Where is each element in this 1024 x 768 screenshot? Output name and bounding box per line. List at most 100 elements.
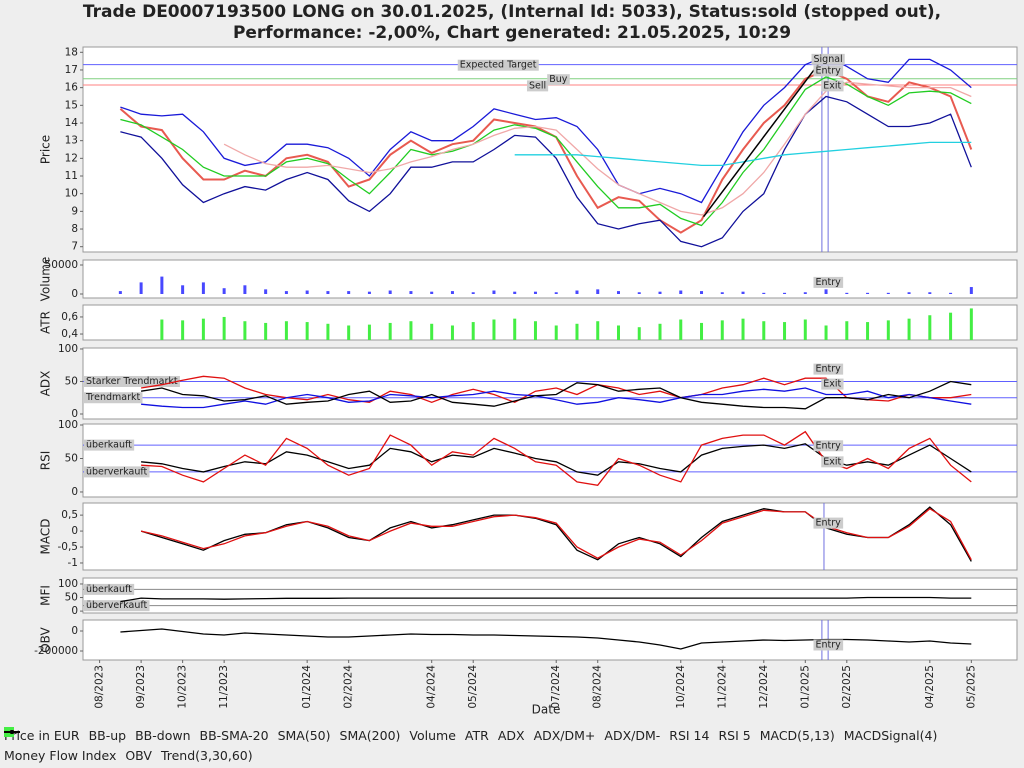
- bar: [928, 292, 932, 294]
- bar: [409, 321, 413, 340]
- bar: [264, 322, 268, 340]
- annotation: Signal: [814, 54, 843, 65]
- chart: Trade DE0007193500 LONG on 30.01.2025, (…: [34, 2, 1018, 717]
- bar: [160, 276, 164, 294]
- bar: [845, 321, 849, 340]
- annotation: Exit: [823, 80, 841, 91]
- legend-item: BB-up: [4, 727, 127, 744]
- bar: [803, 319, 807, 340]
- y-tick-label: 50: [65, 592, 78, 604]
- y-tick-label: 8: [71, 223, 78, 235]
- y-axis-title: MFI: [39, 585, 53, 606]
- annotation-box: [813, 639, 844, 651]
- annotation: Sell: [529, 80, 546, 91]
- y-axis-title: Volume: [39, 257, 53, 302]
- x-axis-title: Date: [532, 703, 561, 717]
- annotation-box: [813, 276, 844, 288]
- bar: [720, 320, 724, 340]
- bar: [181, 320, 185, 340]
- series-line: [120, 76, 972, 227]
- legend-item: Trend(3,30,60): [4, 731, 253, 764]
- y-axis-title: ADX: [39, 371, 53, 397]
- y-tick-label: -200000: [34, 645, 78, 657]
- annotation-box: [821, 456, 844, 468]
- annotation-box: [813, 363, 844, 375]
- y-tick-label: 0: [71, 408, 78, 420]
- reference-label-box: [84, 583, 135, 595]
- legend-label: RSI 14: [669, 728, 710, 743]
- annotation-box: [811, 53, 845, 65]
- series-line: [120, 596, 972, 603]
- bar: [201, 318, 205, 340]
- chart-title: Trade DE0007193500 LONG on 30.01.2025, (…: [83, 2, 941, 22]
- legend-item: ATR: [4, 727, 489, 744]
- bar: [471, 322, 475, 340]
- legend-item: BB-SMA-20: [4, 727, 269, 744]
- bar: [181, 285, 185, 294]
- reference-label: überkauft: [86, 440, 132, 451]
- y-tick-label: 17: [65, 64, 78, 76]
- bar: [367, 291, 371, 294]
- y-tick-label: 50: [65, 375, 78, 387]
- bar: [222, 316, 226, 340]
- legend-item: SMA(50): [4, 727, 331, 744]
- legend-item: ADX/DM-: [4, 727, 661, 744]
- bar: [824, 289, 828, 294]
- y-tick-label: 0: [71, 525, 78, 537]
- panel: [82, 304, 1018, 341]
- bar: [513, 291, 517, 294]
- bar: [471, 292, 475, 294]
- y-tick-label: 0: [71, 625, 78, 637]
- y-tick-label: 0,6: [61, 311, 78, 323]
- bar: [554, 325, 558, 340]
- legend-item: SMA(200): [4, 727, 400, 744]
- bar: [222, 288, 226, 294]
- bar: [658, 291, 662, 294]
- x-tick-label: 08/2024: [592, 665, 604, 709]
- x-tick-label: 07/2024: [550, 665, 562, 709]
- bar: [866, 322, 870, 340]
- legend-label: BB-up: [88, 728, 127, 743]
- bar: [575, 323, 579, 340]
- annotation-box: [813, 440, 844, 452]
- bar: [367, 324, 371, 340]
- y-tick-label: 10: [65, 188, 78, 200]
- annotation: Entry: [815, 518, 841, 529]
- annotation-box: [457, 59, 539, 71]
- legend-item: Money Flow Index: [4, 730, 116, 764]
- legend-label: Volume: [409, 728, 456, 743]
- bar: [866, 292, 870, 294]
- bar: [886, 292, 890, 294]
- bar: [616, 291, 620, 294]
- bar: [347, 291, 351, 294]
- x-tick-label: 08/2023: [94, 665, 106, 709]
- y-tick-label: 100: [58, 578, 78, 590]
- x-tick-label: 12/2024: [758, 665, 770, 709]
- reference-label: überverkauft: [86, 600, 148, 611]
- bar: [160, 319, 164, 340]
- y-axis-title: OBV: [39, 626, 53, 652]
- bar: [284, 321, 288, 340]
- bar: [700, 322, 704, 340]
- y-tick-label: 12: [65, 152, 78, 164]
- bar: [616, 325, 620, 340]
- series-line: [141, 387, 972, 409]
- bar: [741, 318, 745, 340]
- reference-label-box: [83, 392, 143, 404]
- x-tick-label: 05/2024: [467, 665, 479, 709]
- bar: [969, 308, 973, 340]
- legend-item: ADX: [4, 727, 525, 744]
- bar: [139, 282, 143, 294]
- legend-label: ADX/DM-: [604, 728, 661, 743]
- y-axis-title: ATR: [39, 311, 53, 334]
- reference-label: Trendmarkt: [85, 392, 140, 403]
- bar: [513, 318, 517, 340]
- y-axis-title: RSI: [39, 451, 53, 471]
- legend-item: MACD(5,13): [4, 727, 835, 744]
- legend-item: MACDSignal(4): [4, 727, 937, 744]
- series-line: [120, 95, 972, 248]
- bar: [575, 290, 579, 294]
- bar: [783, 322, 787, 340]
- bar: [492, 319, 496, 340]
